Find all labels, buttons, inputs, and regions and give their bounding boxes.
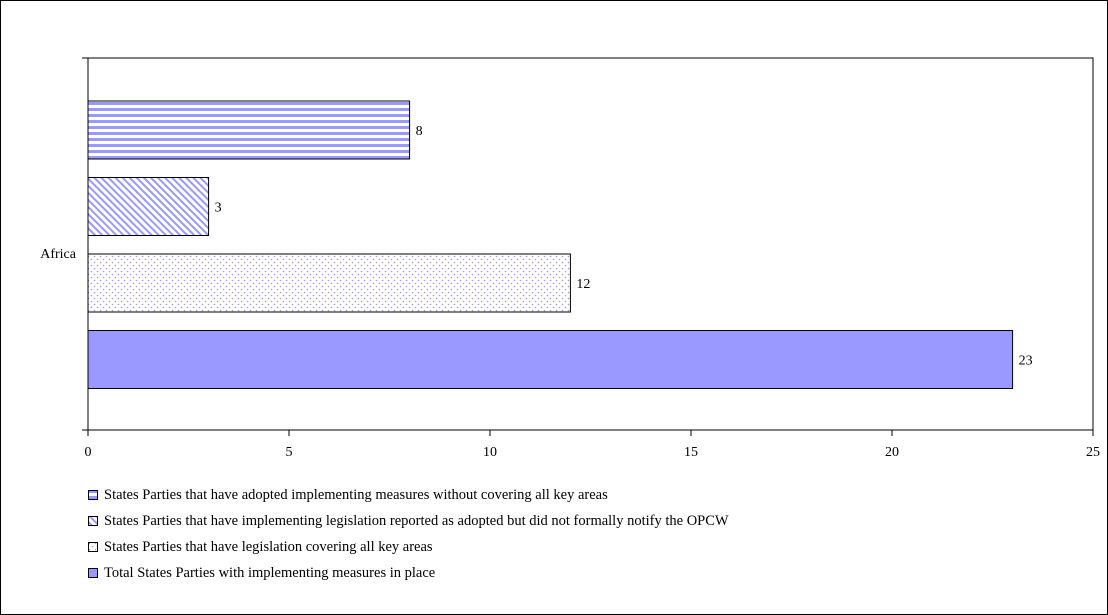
legend-label: States Parties that have implementing le…	[104, 512, 729, 529]
data-label-1: 8	[416, 124, 423, 139]
legend-item: States Parties that have adopted impleme…	[88, 482, 729, 508]
legend-item: Total States Parties with implementing m…	[88, 560, 729, 586]
data-label-3: 12	[576, 277, 590, 292]
legend-label: States Parties that have adopted impleme…	[104, 486, 608, 503]
legend: States Parties that have adopted impleme…	[88, 482, 729, 586]
x-tick-label: 15	[684, 445, 698, 460]
legend-item: States Parties that have implementing le…	[88, 508, 729, 534]
labels: 0 5 10 15 20 25 Africa 8 3 12 23	[40, 124, 1100, 460]
bar-2	[87, 177, 210, 236]
bar-4	[87, 330, 1014, 389]
legend-swatch	[88, 489, 98, 500]
y-category-label: Africa	[40, 247, 77, 262]
data-label-4: 23	[1019, 354, 1033, 369]
x-tick-label: 10	[483, 445, 497, 460]
bar-3	[87, 253, 571, 313]
legend-label: Total States Parties with implementing m…	[104, 564, 436, 581]
legend-swatch	[88, 541, 98, 552]
x-tick-label: 20	[885, 445, 899, 460]
bars	[87, 100, 1014, 389]
x-tick-label: 0	[85, 445, 92, 460]
data-label-2: 3	[215, 201, 222, 216]
legend-item: States Parties that have legislation cov…	[88, 534, 729, 560]
axes	[82, 57, 1094, 436]
x-tick-label: 5	[286, 445, 293, 460]
legend-swatch	[88, 567, 98, 578]
legend-swatch	[88, 515, 98, 526]
legend-label: States Parties that have legislation cov…	[104, 538, 433, 555]
bar-1	[87, 100, 411, 160]
x-tick-label: 25	[1086, 445, 1100, 460]
plot-area	[87, 57, 1094, 431]
